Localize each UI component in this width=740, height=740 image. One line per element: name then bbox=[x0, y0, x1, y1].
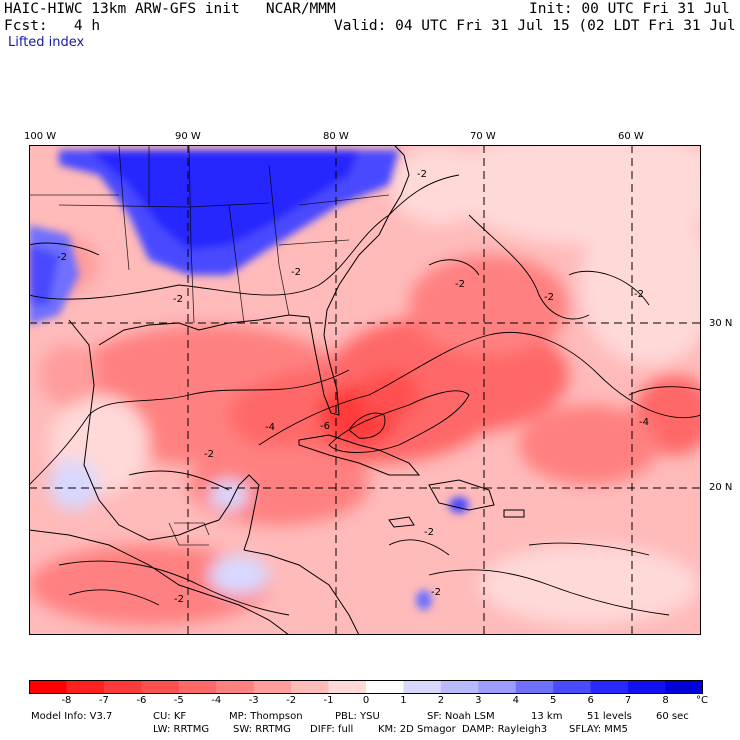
lon-label: 80 W bbox=[323, 131, 349, 142]
colorbar-tick-label: -1 bbox=[323, 695, 334, 706]
valid-time: Valid: 04 UTC Fri 31 Jul 15 (02 LDT Fri … bbox=[334, 18, 740, 34]
colorbar-cell bbox=[328, 680, 367, 694]
colorbar-tick-label: 8 bbox=[662, 695, 669, 706]
colorbar-tick-label: 2 bbox=[437, 695, 445, 706]
contour-label: -2 bbox=[204, 449, 214, 460]
colorbar-cell bbox=[66, 680, 105, 694]
forecast-hour: Fcst: 4 h bbox=[4, 18, 101, 34]
colorbar-tick-label: 4 bbox=[512, 695, 519, 706]
colorbar-cell bbox=[253, 680, 292, 694]
colorbar-cell bbox=[29, 680, 67, 694]
contours bbox=[29, 174, 701, 616]
colorbar-cell bbox=[216, 680, 255, 694]
colorbar-cell bbox=[628, 680, 667, 694]
contour-label: -2 bbox=[174, 594, 184, 605]
contour-label: -2 bbox=[424, 527, 434, 538]
colorbar-tick-label: -8 bbox=[61, 695, 72, 706]
cu-scheme: CU: KF bbox=[153, 711, 187, 722]
colorbar-tick-label: -2 bbox=[286, 695, 297, 706]
lat-label: 20 N bbox=[709, 482, 733, 493]
field-shading bbox=[29, 145, 701, 625]
contour-label: -4 bbox=[639, 417, 649, 428]
damp-scheme: DAMP: Rayleigh3 bbox=[462, 724, 548, 735]
diff-scheme: DIFF: full bbox=[310, 724, 354, 735]
colorbar-cell bbox=[403, 680, 442, 694]
pbl-scheme: PBL: YSU bbox=[335, 711, 380, 722]
lon-label: 60 W bbox=[618, 131, 644, 142]
contour-label: -2 bbox=[431, 587, 441, 598]
colorbar-tick-label: 3 bbox=[475, 695, 482, 706]
colorbar-tick-label: 0 bbox=[362, 695, 370, 706]
contour-label: -2 bbox=[544, 292, 554, 303]
colorbar-cell bbox=[590, 680, 629, 694]
contour-label: -2 bbox=[455, 279, 465, 290]
mp-scheme: MP: Thompson bbox=[229, 711, 303, 722]
colorbar-tick-label: -6 bbox=[136, 695, 147, 706]
colorbar-cell bbox=[141, 680, 180, 694]
colorbar-cell bbox=[440, 680, 479, 694]
field-name: Lifted index bbox=[8, 35, 85, 50]
levels: 51 levels bbox=[587, 711, 632, 722]
coastlines bbox=[29, 145, 525, 635]
lon-label: 70 W bbox=[470, 131, 496, 142]
contour-label: -2 bbox=[291, 267, 301, 278]
lw-scheme: LW: RRTMG bbox=[153, 724, 210, 735]
contour-label: -6 bbox=[320, 421, 330, 432]
contour-label: -2 bbox=[634, 289, 644, 300]
sw-scheme: SW: RRTMG bbox=[233, 724, 291, 735]
lon-label: 90 W bbox=[175, 131, 201, 142]
init-time: Init: 00 UTC Fri 31 Jul 15 bbox=[529, 1, 740, 17]
colorbar bbox=[29, 680, 703, 694]
colorbar-tick-label: 6 bbox=[587, 695, 594, 706]
stable-region bbox=[29, 150, 469, 610]
lat-label: 30 N bbox=[709, 318, 733, 329]
contour-label: -2 bbox=[57, 252, 67, 263]
lon-label: 100 W bbox=[24, 131, 57, 142]
colorbar-cell bbox=[103, 680, 142, 694]
contour-label: -2 bbox=[173, 294, 183, 305]
model-info: Model Info: V3.7 bbox=[31, 711, 113, 722]
timestep: 60 sec bbox=[656, 711, 689, 722]
colorbar-cell bbox=[366, 680, 404, 694]
model-title: HAIC-HIWC 13km ARW-GFS init NCAR/MMM bbox=[4, 1, 336, 17]
colorbar-cell bbox=[515, 680, 554, 694]
resolution: 13 km bbox=[531, 711, 563, 722]
lifted-index-map: -2 -2 -2 -2 -2 -2 -2 -2 -4 -6 -4 -2 -2 -… bbox=[29, 145, 701, 635]
colorbar-tick-label: -3 bbox=[248, 695, 259, 706]
sflay-scheme: SFLAY: MM5 bbox=[569, 724, 628, 735]
colorbar-unit: °C bbox=[696, 695, 708, 706]
colorbar-tick-label: 7 bbox=[624, 695, 632, 706]
km-scheme: KM: 2D Smagor bbox=[378, 724, 456, 735]
sf-scheme: SF: Noah LSM bbox=[427, 711, 495, 722]
colorbar-tick-label: -7 bbox=[98, 695, 109, 706]
colorbar-tick-label: -4 bbox=[211, 695, 222, 706]
colorbar-cell bbox=[553, 680, 592, 694]
colorbar-cell bbox=[478, 680, 517, 694]
contour-label: -4 bbox=[265, 422, 275, 433]
colorbar-cell bbox=[291, 680, 330, 694]
contour-label: -2 bbox=[417, 169, 427, 180]
colorbar-cell bbox=[178, 680, 217, 694]
state-borders bbox=[29, 145, 390, 546]
colorbar-cell bbox=[665, 680, 703, 694]
colorbar-tick-label: -5 bbox=[173, 695, 184, 706]
lat-lon-grid bbox=[29, 145, 701, 635]
colorbar-tick-label: 5 bbox=[550, 695, 557, 706]
colorbar-tick-label: 1 bbox=[400, 695, 407, 706]
map-frame bbox=[29, 145, 701, 635]
